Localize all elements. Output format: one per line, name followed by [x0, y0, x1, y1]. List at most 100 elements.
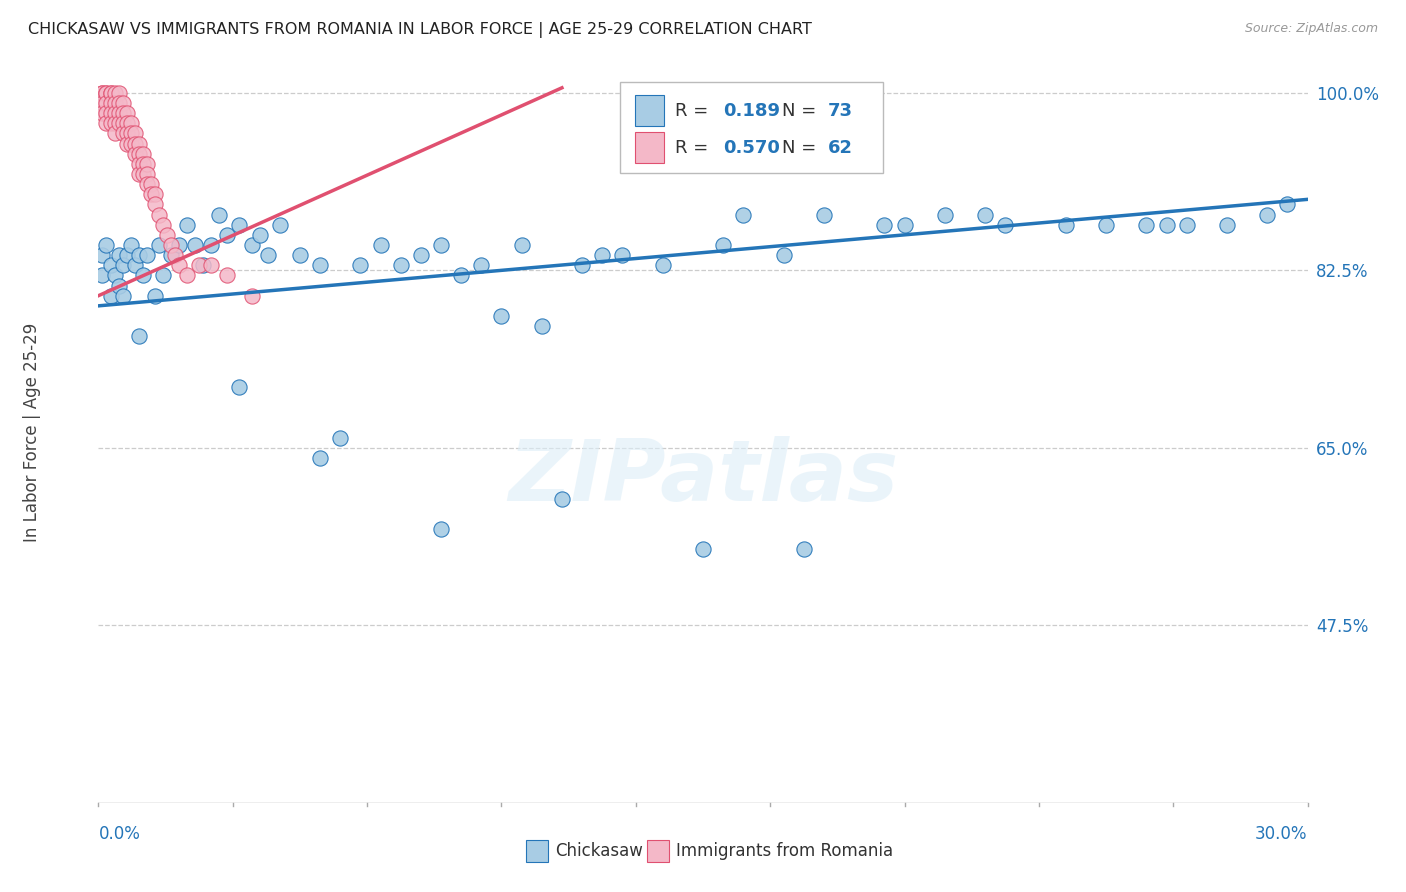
Point: [309, 258, 332, 272]
Point: [160, 248, 183, 262]
Point: [124, 146, 146, 161]
Point: [163, 248, 186, 262]
Point: [96, 238, 118, 252]
Point: [1216, 218, 1239, 232]
Text: N =: N =: [782, 138, 821, 157]
Point: [711, 238, 734, 252]
Point: [100, 95, 122, 110]
Point: [103, 127, 125, 141]
FancyBboxPatch shape: [636, 95, 664, 126]
Point: [96, 86, 118, 100]
Point: [612, 248, 634, 262]
FancyBboxPatch shape: [620, 82, 883, 173]
Point: [143, 289, 166, 303]
Point: [873, 218, 896, 232]
Point: [793, 542, 815, 557]
Point: [128, 329, 150, 343]
Point: [450, 268, 472, 283]
Point: [188, 258, 211, 272]
FancyBboxPatch shape: [526, 840, 548, 862]
Text: In Labor Force | Age 25-29: In Labor Force | Age 25-29: [22, 323, 41, 542]
Point: [111, 95, 134, 110]
Text: Source: ZipAtlas.com: Source: ZipAtlas.com: [1244, 22, 1378, 36]
Point: [217, 227, 239, 242]
Point: [510, 238, 533, 252]
Point: [329, 431, 352, 445]
Text: 73: 73: [828, 102, 852, 120]
Point: [530, 319, 553, 334]
Point: [148, 238, 170, 252]
Text: 0.0%: 0.0%: [98, 825, 141, 843]
Point: [103, 106, 125, 120]
Point: [111, 106, 134, 120]
Point: [772, 248, 794, 262]
Point: [349, 258, 371, 272]
Point: [309, 450, 332, 465]
Point: [200, 238, 222, 252]
Point: [1277, 197, 1299, 211]
Point: [111, 116, 134, 130]
Text: 62: 62: [828, 138, 852, 157]
Point: [124, 258, 146, 272]
Point: [132, 167, 155, 181]
Point: [692, 542, 714, 557]
Point: [91, 86, 114, 100]
Point: [115, 136, 138, 151]
Point: [1256, 208, 1278, 222]
Point: [135, 157, 157, 171]
Point: [111, 289, 134, 303]
Point: [430, 522, 453, 536]
Point: [96, 95, 118, 110]
Point: [111, 127, 134, 141]
Point: [107, 248, 129, 262]
Text: ZIPatlas: ZIPatlas: [508, 435, 898, 518]
Point: [152, 268, 174, 283]
Text: Immigrants from Romania: Immigrants from Romania: [676, 842, 894, 860]
Point: [132, 157, 155, 171]
Point: [143, 187, 166, 202]
Point: [100, 86, 122, 100]
Point: [100, 106, 122, 120]
Point: [107, 106, 129, 120]
Point: [240, 238, 263, 252]
Point: [96, 106, 118, 120]
Text: R =: R =: [675, 102, 714, 120]
Point: [167, 258, 190, 272]
Point: [107, 95, 129, 110]
Text: R =: R =: [675, 138, 714, 157]
Point: [1175, 218, 1198, 232]
Text: 0.570: 0.570: [724, 138, 780, 157]
Point: [200, 258, 222, 272]
Point: [91, 248, 114, 262]
Point: [128, 167, 150, 181]
Point: [120, 127, 142, 141]
Point: [1156, 218, 1178, 232]
Point: [91, 86, 114, 100]
Point: [120, 238, 142, 252]
Point: [551, 491, 574, 506]
FancyBboxPatch shape: [636, 132, 664, 163]
Point: [470, 258, 492, 272]
Point: [249, 227, 271, 242]
Point: [91, 106, 114, 120]
Text: 0.189: 0.189: [724, 102, 780, 120]
Point: [143, 197, 166, 211]
Point: [103, 95, 125, 110]
Text: Chickasaw: Chickasaw: [555, 842, 644, 860]
Point: [124, 136, 146, 151]
Point: [100, 258, 122, 272]
Point: [893, 218, 915, 232]
Point: [228, 218, 250, 232]
Point: [135, 177, 157, 191]
Point: [120, 136, 142, 151]
Point: [430, 238, 453, 252]
Point: [176, 218, 198, 232]
Point: [107, 278, 129, 293]
Point: [160, 238, 183, 252]
Point: [156, 227, 179, 242]
Point: [128, 146, 150, 161]
Point: [115, 248, 138, 262]
Point: [269, 218, 291, 232]
Point: [184, 238, 207, 252]
Point: [491, 309, 513, 323]
